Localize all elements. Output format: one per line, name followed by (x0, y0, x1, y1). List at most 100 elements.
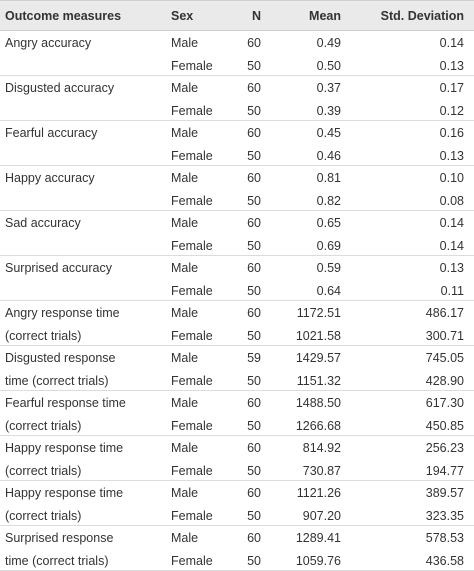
mean-cell: 0.45 (316, 126, 341, 140)
sex-cell: Female (171, 374, 213, 388)
n-cell: 60 (247, 486, 261, 500)
mean-cell: 1059.76 (295, 554, 341, 568)
sd-cell: 0.13 (439, 261, 464, 275)
measure-label: Happy accuracy (5, 171, 95, 185)
sex-cell: Male (171, 216, 199, 230)
n-cell: 50 (247, 374, 261, 388)
table-row-group: Surprised accuracy Male 60 0.59 0.13 Female 50… (0, 256, 474, 301)
sex-cell: Female (171, 104, 213, 118)
measure-label: Fearful response time (5, 396, 126, 410)
table-row-group: Angry response time (correct trials) Male 6… (0, 301, 474, 346)
sd-cell: 0.12 (439, 104, 464, 118)
mean-cell: 907.20 (302, 509, 341, 523)
sex-cell: Male (171, 531, 199, 545)
measure-label-line2: (correct trials) (5, 329, 82, 343)
table-row-group: Happy accuracy Male 60 0.81 0.10 Female 50 0.82… (0, 166, 474, 211)
measure-label-line2: time (correct trials) (5, 554, 109, 568)
table-row-group: Happy response time (correct trials) Male 6… (0, 436, 474, 481)
measure-label: Angry accuracy (5, 36, 92, 50)
mean-cell: 1172.51 (296, 306, 341, 320)
header-n: N (251, 9, 261, 23)
sd-cell: 0.14 (439, 36, 464, 50)
sd-cell: 0.17 (439, 81, 464, 95)
table-header: Outcome measures Sex N Mean Std. Deviati… (0, 0, 474, 31)
measure-label-line2: (correct trials) (5, 509, 82, 523)
n-cell: 60 (247, 216, 261, 230)
mean-cell: 0.64 (316, 284, 341, 298)
sex-cell: Male (171, 396, 199, 410)
sd-cell: 300.71 (425, 329, 464, 343)
sex-cell: Male (171, 261, 199, 275)
sd-cell: 0.14 (439, 239, 464, 253)
mean-cell: 1021.58 (295, 329, 341, 343)
n-cell: 50 (247, 104, 261, 118)
sd-cell: 0.13 (439, 149, 464, 163)
n-cell: 60 (247, 171, 261, 185)
n-cell: 50 (247, 284, 261, 298)
sd-cell: 428.90 (425, 374, 464, 388)
measure-label: Disgusted response (5, 351, 116, 365)
mean-cell: 0.49 (316, 36, 341, 50)
header-sex: Sex (171, 9, 194, 23)
header-std-deviation: Std. Deviation (380, 9, 464, 23)
n-cell: 60 (247, 531, 261, 545)
mean-cell: 1429.57 (295, 351, 341, 365)
n-cell: 50 (247, 149, 261, 163)
table-row-group: Happy response time (correct trials) Male 6… (0, 481, 474, 526)
mean-cell: 0.46 (316, 149, 341, 163)
mean-cell: 1151.32 (296, 374, 341, 388)
sex-cell: Female (171, 419, 213, 433)
measure-label: Surprised response (5, 531, 114, 545)
sd-cell: 486.17 (425, 306, 464, 320)
table-body: Angry accuracy Male 60 0.49 0.14 Female 50 0.50… (0, 31, 474, 571)
sd-cell: 436.58 (425, 554, 464, 568)
sex-cell: Male (171, 126, 199, 140)
mean-cell: 0.69 (316, 239, 341, 253)
n-cell: 50 (247, 509, 261, 523)
n-cell: 50 (247, 329, 261, 343)
header-outcome-measures: Outcome measures (5, 9, 122, 23)
n-cell: 60 (247, 261, 261, 275)
sex-cell: Female (171, 554, 213, 568)
measure-label: Surprised accuracy (5, 261, 112, 275)
measure-label: Angry response time (5, 306, 120, 320)
sex-cell: Male (171, 171, 199, 185)
sex-cell: Male (171, 441, 199, 455)
mean-cell: 814.92 (302, 441, 341, 455)
n-cell: 59 (247, 351, 261, 365)
mean-cell: 0.50 (316, 59, 341, 73)
sd-cell: 194.77 (425, 464, 464, 478)
sex-cell: Male (171, 81, 199, 95)
sd-cell: 0.14 (439, 216, 464, 230)
sd-cell: 745.05 (425, 351, 464, 365)
mean-cell: 0.37 (316, 81, 341, 95)
table-row-group: Disgusted response time (correct trials) M… (0, 346, 474, 391)
sex-cell: Male (171, 306, 199, 320)
sd-cell: 0.13 (439, 59, 464, 73)
sd-cell: 256.23 (425, 441, 464, 455)
sex-cell: Female (171, 239, 213, 253)
measure-label: Disgusted accuracy (5, 81, 115, 95)
n-cell: 60 (247, 81, 261, 95)
sex-cell: Male (171, 351, 199, 365)
n-cell: 50 (247, 194, 261, 208)
sd-cell: 0.10 (439, 171, 464, 185)
measure-label-line2: time (correct trials) (5, 374, 109, 388)
sd-cell: 323.35 (425, 509, 464, 523)
measure-label: Happy response time (5, 486, 124, 500)
sex-cell: Female (171, 464, 213, 478)
mean-cell: 0.59 (316, 261, 341, 275)
mean-cell: 1266.68 (295, 419, 341, 433)
measure-label-line2: (correct trials) (5, 464, 82, 478)
sd-cell: 0.08 (439, 194, 464, 208)
sex-cell: Male (171, 486, 199, 500)
measure-label-line2: (correct trials) (5, 419, 82, 433)
measure-label: Fearful accuracy (5, 126, 98, 140)
n-cell: 50 (247, 59, 261, 73)
sex-cell: Female (171, 59, 213, 73)
sd-cell: 617.30 (425, 396, 464, 410)
sex-cell: Female (171, 329, 213, 343)
table-row-group: Angry accuracy Male 60 0.49 0.14 Female 50 0.50… (0, 31, 474, 76)
sd-cell: 0.16 (439, 126, 464, 140)
measure-label: Happy response time (5, 441, 124, 455)
